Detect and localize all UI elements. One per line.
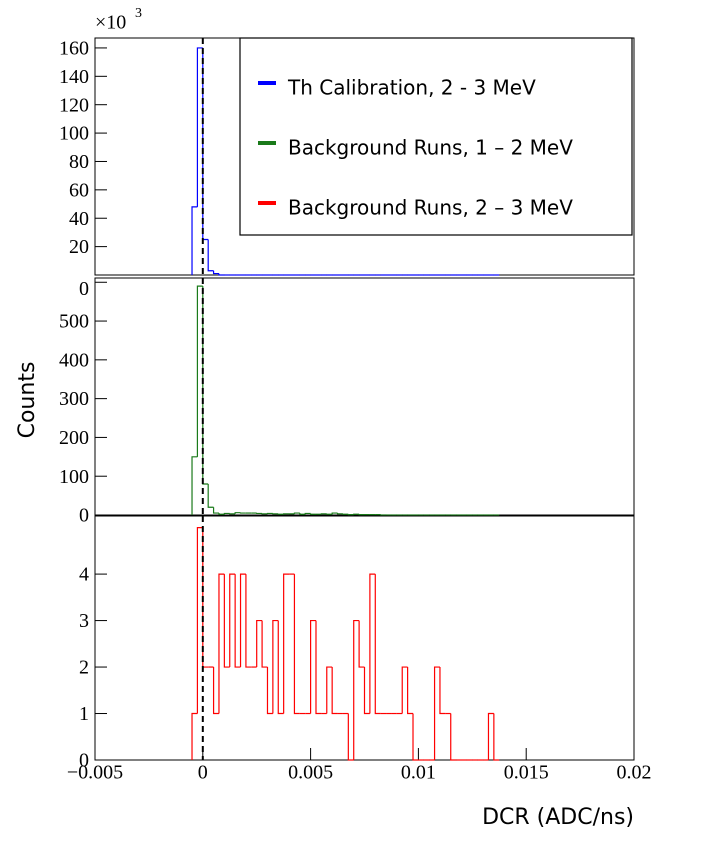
legend-label: Th Calibration, 2 - 3 MeV xyxy=(287,76,536,100)
x-tick-label: 0 xyxy=(198,762,208,784)
histogram-bin xyxy=(326,666,333,714)
histogram-bin xyxy=(212,270,219,275)
x-tick-label: −0.005 xyxy=(67,762,123,784)
y-tick-label: 200 xyxy=(59,427,89,449)
histogram-bin xyxy=(277,620,284,715)
histogram-bin xyxy=(487,712,494,760)
histogram-bin xyxy=(450,713,457,761)
y-tick-label: 300 xyxy=(59,388,89,410)
y-multiplier: ×10 xyxy=(95,12,126,34)
histogram-bin xyxy=(245,574,252,668)
histogram-bin xyxy=(207,483,214,508)
y-tick-label: 60 xyxy=(69,179,89,201)
histogram-bin xyxy=(223,574,230,668)
y-tick-label: 2 xyxy=(79,657,89,679)
y-tick-label: 20 xyxy=(69,236,89,258)
histogram-bin xyxy=(353,619,360,760)
histogram-bin xyxy=(304,512,311,515)
histogram-bin xyxy=(299,513,306,515)
histogram-bin xyxy=(439,667,446,715)
histogram-bin xyxy=(293,574,300,715)
x-axis-label: DCR (ADC/ns) xyxy=(482,805,634,830)
histogram-bin xyxy=(234,574,241,668)
histogram-bin xyxy=(196,285,203,457)
legend-box xyxy=(239,37,633,236)
histogram-bin xyxy=(207,239,214,272)
histogram-bin xyxy=(239,573,246,668)
histogram-bin xyxy=(223,512,230,515)
histogram-bin xyxy=(261,620,268,668)
x-tick-label: 0.005 xyxy=(288,762,333,784)
x-tick-label: 0.01 xyxy=(401,762,436,784)
x-tick-label: 0.02 xyxy=(617,762,652,784)
histogram-bin xyxy=(196,527,203,714)
y-tick-label: 0 xyxy=(79,505,89,527)
legend-label: Background Runs, 1 – 2 MeV xyxy=(288,136,573,160)
histogram-bin xyxy=(369,573,376,714)
histogram-bin xyxy=(433,666,440,760)
histogram-bin xyxy=(347,713,354,761)
histogram-bin xyxy=(493,713,500,761)
histogram-bin xyxy=(401,666,408,714)
y-tick-label: 100 xyxy=(59,466,89,488)
y-tick-label: 160 xyxy=(59,38,89,60)
plot-frame xyxy=(94,277,635,516)
histogram-bin xyxy=(212,507,219,514)
histogram-bin xyxy=(202,286,209,485)
legend-label: Background Runs, 2 – 3 MeV xyxy=(288,196,573,220)
y-tick-label: 0 xyxy=(79,278,89,300)
y-tick-label: 1 xyxy=(79,703,89,725)
y-tick-label: 500 xyxy=(59,311,89,333)
histogram-bin xyxy=(310,619,316,714)
histogram-bin xyxy=(191,206,198,275)
histogram-bin xyxy=(212,667,219,715)
histogram-bin xyxy=(331,667,338,715)
histogram-bin xyxy=(363,667,370,715)
histogram-bin xyxy=(358,620,365,668)
histogram-bin xyxy=(331,512,338,515)
y-tick-label: 4 xyxy=(79,564,89,586)
histogram-bin xyxy=(272,619,279,714)
histogram-bin xyxy=(283,573,290,714)
histogram-bin xyxy=(374,574,381,715)
y-tick-label: 3 xyxy=(79,610,89,632)
y-tick-label: 40 xyxy=(69,208,89,230)
histogram-bin xyxy=(218,273,225,276)
y-axis-label: Counts xyxy=(15,362,40,439)
histogram-bin xyxy=(266,667,273,715)
y-tick-label: 120 xyxy=(59,94,89,116)
histogram-bin xyxy=(191,456,198,515)
histogram-bin xyxy=(191,712,198,760)
histogram-bin xyxy=(293,512,300,514)
y-multiplier-exponent: 3 xyxy=(135,6,142,21)
histogram-bin xyxy=(196,47,203,207)
histogram-bin xyxy=(218,573,225,714)
y-tick-label: 100 xyxy=(59,123,89,145)
histogram-bin xyxy=(407,667,414,715)
histogram-bin xyxy=(412,713,419,761)
y-tick-label: 400 xyxy=(59,349,89,371)
y-tick-label: 0 xyxy=(79,750,89,772)
histogram-bin xyxy=(234,512,241,514)
y-tick-label: 140 xyxy=(59,66,89,88)
histogram-bin xyxy=(218,513,225,515)
histogram-bin xyxy=(310,513,316,515)
plot-frame xyxy=(94,515,635,761)
y-tick-label: 80 xyxy=(69,151,89,173)
histogram-bin xyxy=(256,619,263,668)
histogram-bin xyxy=(229,573,236,668)
histogram-bin xyxy=(315,620,322,715)
x-tick-label: 0.015 xyxy=(504,762,549,784)
histogram-bin xyxy=(336,513,343,515)
